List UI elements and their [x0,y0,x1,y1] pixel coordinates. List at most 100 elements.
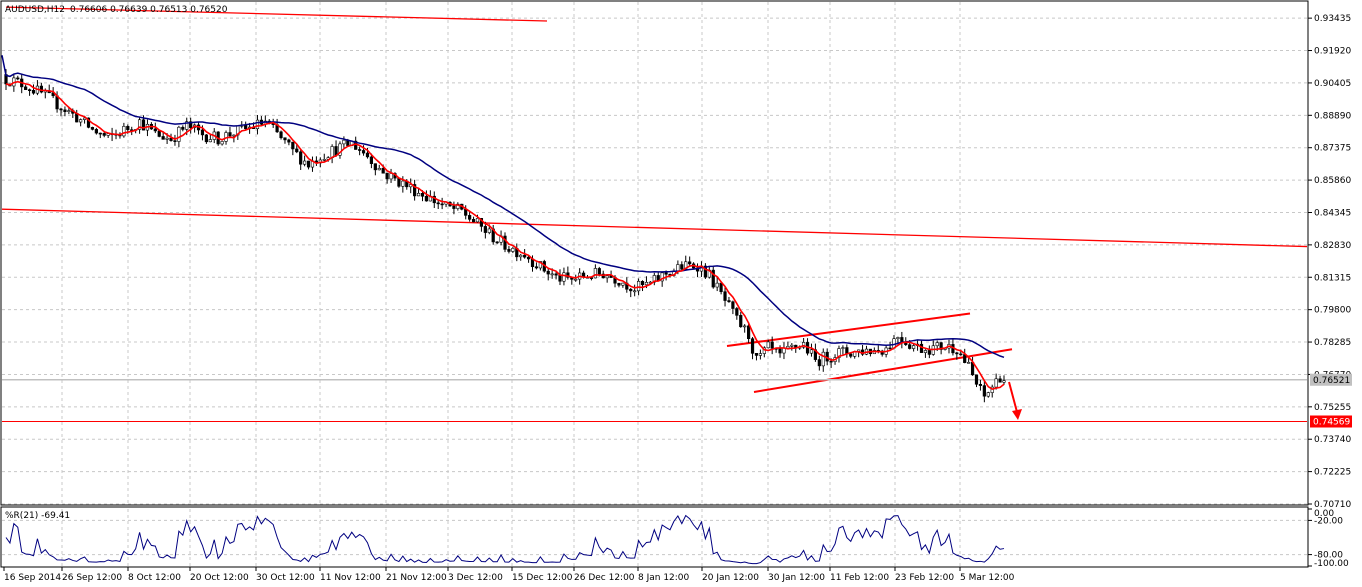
candle-body [483,226,487,233]
candle-body [487,228,491,233]
time-tick-label: 20 Oct 12:00 [190,573,249,583]
candle-body [750,338,755,354]
candle-body [94,129,98,134]
candle-body [381,168,385,174]
current-price-label: 0.76521 [1313,376,1350,386]
candle-body [137,119,142,130]
candle-body [153,128,157,132]
candle-body [385,172,389,180]
price-tick-label: 0.90405 [1314,79,1351,89]
candle-body [436,202,440,205]
candle-body [526,256,531,260]
candle-body [468,215,472,220]
moving-average-fast [5,80,1005,391]
candle-body [299,151,303,165]
time-tick-label: 21 Nov 12:00 [386,573,447,583]
candle-body [189,121,193,128]
candle-body [605,275,609,279]
candle-body [157,130,161,137]
price-tick-label: 0.70710 [1314,500,1351,510]
candle-body [523,254,527,258]
time-tick-label: 11 Nov 12:00 [320,573,381,583]
price-tick-label: 0.81315 [1314,273,1351,283]
candle-body [982,385,986,397]
candle-body [98,132,102,135]
candle-body [39,85,43,93]
candle-body [621,282,625,286]
candle-body [727,300,731,303]
time-tick-label: 8 Oct 12:00 [128,573,181,583]
candle-body [888,347,892,350]
candle-body [397,177,401,187]
candle-body [735,308,739,316]
level-price-tag: 0.74569 [1310,415,1352,428]
candle-body [680,264,684,270]
candle-body [908,344,912,349]
candle-body [963,354,967,363]
candle-body [636,281,641,292]
candle-body [817,359,821,367]
candle-body [896,337,900,340]
candle-body [1002,380,1006,383]
current-price-tag: 0.76521 [1310,373,1352,386]
candle-body [923,350,928,353]
candle-body [51,92,55,97]
time-tick-label: 20 Jan 12:00 [702,573,759,583]
candle-body [416,192,421,197]
price-axis: 0.93435 0.91920 0.90405 0.88890 0.87375 0.858… [1308,14,1351,510]
candle-body [495,241,499,244]
candle-body [24,86,28,90]
candle-body [841,347,845,349]
candle-body [303,160,307,165]
candle-body [790,344,794,347]
time-tick-label: 15 Dec 12:00 [512,573,573,583]
candle-body [338,143,342,156]
candle-body [126,126,130,130]
candle-body [546,270,550,275]
candle-body [342,139,346,145]
candle-body [974,374,979,385]
time-tick-label: 26 Dec 12:00 [574,573,635,583]
candle-body [986,392,990,397]
candle-body [409,184,413,188]
price-tick-label: 0.82830 [1314,241,1351,251]
indicator-axis: 0.00-20.00 -80.00-100.00 [1308,508,1349,569]
time-axis: 16 Sep 2014 26 Sep 12:00 8 Oct 12:00 20 Oct… [3,567,1015,583]
candle-body [519,254,523,258]
down-arrow-icon [1008,381,1022,420]
price-tick-label: 0.85860 [1314,176,1351,186]
candle-body [955,352,959,355]
candle-body [688,261,692,265]
candle-body [715,282,719,288]
candle-body [703,265,707,278]
candle-body [200,129,205,136]
candle-body [420,192,425,197]
candle-body [829,360,833,363]
time-tick-label: 26 Sep 12:00 [62,573,122,583]
candle-body [754,353,759,356]
candle-body [507,249,511,252]
time-tick-label: 5 Mar 12:00 [960,573,1015,583]
candle-body [723,291,727,301]
indicator-panel [0,506,1309,568]
candle-body [31,90,36,94]
time-tick-label: 11 Feb 12:00 [830,573,889,583]
candle-body [452,205,456,209]
price-tick-label: 0.91920 [1314,47,1351,57]
time-tick-label: 23 Feb 12:00 [895,573,954,583]
candle-body [141,119,146,131]
candle-body [676,264,680,272]
price-tick-label: 0.88890 [1314,111,1351,121]
candle-body [644,282,649,286]
candle-body [719,282,723,293]
candle-body [413,184,417,197]
candle-body [279,131,283,139]
ohlc-readout: 0.76606 0.76639 0.76513 0.76520 [70,5,228,15]
candle-body [27,89,32,91]
candle-body [739,315,743,328]
price-tick-label: 0.87375 [1314,144,1351,154]
candle-body [67,110,71,112]
candle-body [358,149,362,151]
candle-body [228,132,232,137]
